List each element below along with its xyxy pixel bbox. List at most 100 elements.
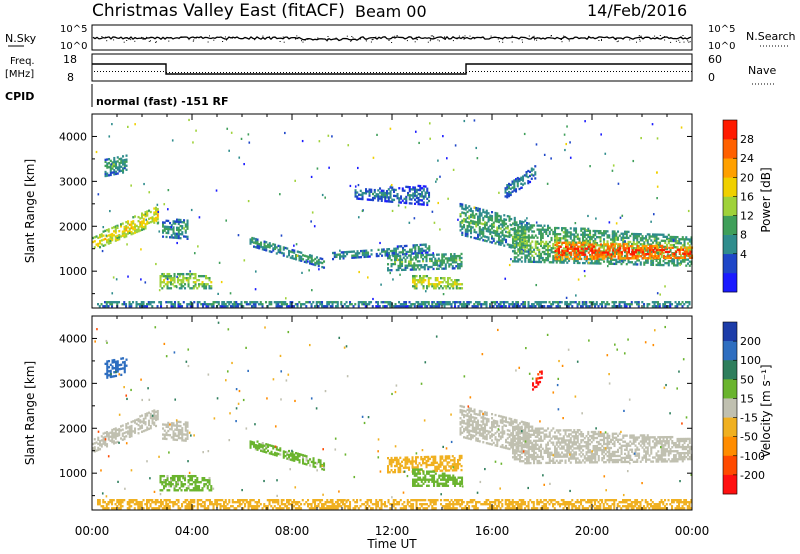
freq-unit-label: [MHz] xyxy=(5,69,34,80)
heatmap-cell xyxy=(415,256,418,259)
heatmap-cell xyxy=(240,303,243,306)
heatmap-cell xyxy=(312,259,315,262)
heatmap-cell xyxy=(649,244,652,248)
heatmap-cell xyxy=(361,249,364,253)
heatmap-cell xyxy=(564,227,567,230)
heatmap-cell xyxy=(532,305,535,308)
heatmap-cell xyxy=(312,457,315,460)
heatmap-cell xyxy=(622,301,625,304)
heatmap-cell xyxy=(426,191,429,194)
heatmap-cell xyxy=(167,429,170,433)
heatmap-cell xyxy=(501,219,504,223)
heatmap-cell xyxy=(100,239,103,242)
heatmap-cell xyxy=(653,235,656,238)
heatmap-cell xyxy=(130,222,133,226)
heatmap-cell xyxy=(503,222,506,225)
heatmap-cell xyxy=(128,429,131,432)
heatmap-cell xyxy=(688,244,691,247)
heatmap-cell xyxy=(468,217,471,220)
heatmap-cell xyxy=(499,231,502,234)
nave-point xyxy=(520,71,521,72)
heatmap-cell xyxy=(406,466,409,469)
heatmap-cell xyxy=(177,420,180,424)
heatmap-cell xyxy=(653,305,656,308)
heatmap-cell xyxy=(415,254,418,257)
heatmap-cell xyxy=(140,278,142,281)
heatmap-cell xyxy=(506,184,509,187)
heatmap-cell xyxy=(520,222,523,225)
heatmap-cell xyxy=(552,257,555,260)
heatmap-cell xyxy=(164,274,167,278)
heatmap-cell xyxy=(482,303,485,306)
heatmap-cell xyxy=(390,460,393,464)
nsearch-point xyxy=(394,35,396,37)
heatmap-cell xyxy=(631,246,634,250)
heatmap-cell xyxy=(589,165,591,168)
heatmap-cell xyxy=(543,242,546,246)
heatmap-cell xyxy=(559,237,562,240)
heatmap-cell xyxy=(196,305,199,308)
heatmap-cell xyxy=(471,220,474,223)
heatmap-cell xyxy=(530,167,533,170)
heatmap-cell xyxy=(198,485,201,488)
heatmap-cell xyxy=(649,257,652,260)
heatmap-cell xyxy=(174,438,177,441)
heatmap-cell xyxy=(480,214,483,217)
heatmap-cell xyxy=(432,253,435,256)
heatmap-cell xyxy=(402,470,405,473)
heatmap-cell xyxy=(645,257,648,260)
heatmap-cell xyxy=(172,305,175,308)
heatmap-cell xyxy=(656,244,659,248)
heatmap-cell xyxy=(358,193,361,196)
heatmap-cell xyxy=(436,285,439,288)
heatmap-cell xyxy=(461,303,464,306)
heatmap-cell xyxy=(165,423,168,426)
heatmap-cell xyxy=(520,242,523,245)
heatmap-cell xyxy=(543,252,546,256)
heatmap-cell xyxy=(176,428,179,431)
heatmap-cell xyxy=(114,225,117,228)
heatmap-cell xyxy=(432,263,435,267)
heatmap-cell xyxy=(413,281,416,284)
heatmap-cell xyxy=(417,245,420,249)
heatmap-cell xyxy=(139,217,142,220)
heatmap-cell xyxy=(203,283,206,286)
heatmap-cell xyxy=(629,240,632,244)
heatmap-cell xyxy=(515,301,518,304)
heatmap-cell xyxy=(453,261,456,264)
heatmap-cell xyxy=(580,305,583,308)
nave-point xyxy=(346,72,347,73)
heatmap-cell xyxy=(151,418,154,421)
heatmap-cell xyxy=(656,185,659,188)
heatmap-cell xyxy=(676,264,679,267)
heatmap-cell xyxy=(390,183,393,187)
heatmap-cell xyxy=(562,261,565,264)
heatmap-cell xyxy=(612,247,615,250)
heatmap-cell xyxy=(440,285,443,288)
heatmap-cell xyxy=(688,260,691,263)
nsearch-point xyxy=(168,40,170,42)
heatmap-cell xyxy=(382,189,385,193)
heatmap-cell xyxy=(311,289,313,292)
heatmap-cell xyxy=(520,240,523,243)
heatmap-cell xyxy=(501,229,504,233)
heatmap-cell xyxy=(109,237,112,240)
nsearch-point xyxy=(430,35,432,37)
heatmap-cell xyxy=(153,423,156,426)
heatmap-cell xyxy=(275,452,278,455)
heatmap-cell xyxy=(478,234,481,237)
heatmap-cell xyxy=(620,244,623,248)
heatmap-cell xyxy=(427,281,430,284)
heatmap-cell xyxy=(545,230,548,234)
heatmap-cell xyxy=(555,245,558,248)
heatmap-cell xyxy=(524,254,527,257)
nsearch-point xyxy=(522,41,523,43)
heatmap-cell xyxy=(116,366,119,369)
heatmap-cell xyxy=(115,278,118,281)
heatmap-cell xyxy=(424,290,427,293)
heatmap-cell xyxy=(425,455,428,459)
heatmap-cell xyxy=(568,257,571,261)
heatmap-cell xyxy=(382,193,385,197)
heatmap-cell xyxy=(155,208,158,212)
heatmap-cell xyxy=(617,251,620,254)
